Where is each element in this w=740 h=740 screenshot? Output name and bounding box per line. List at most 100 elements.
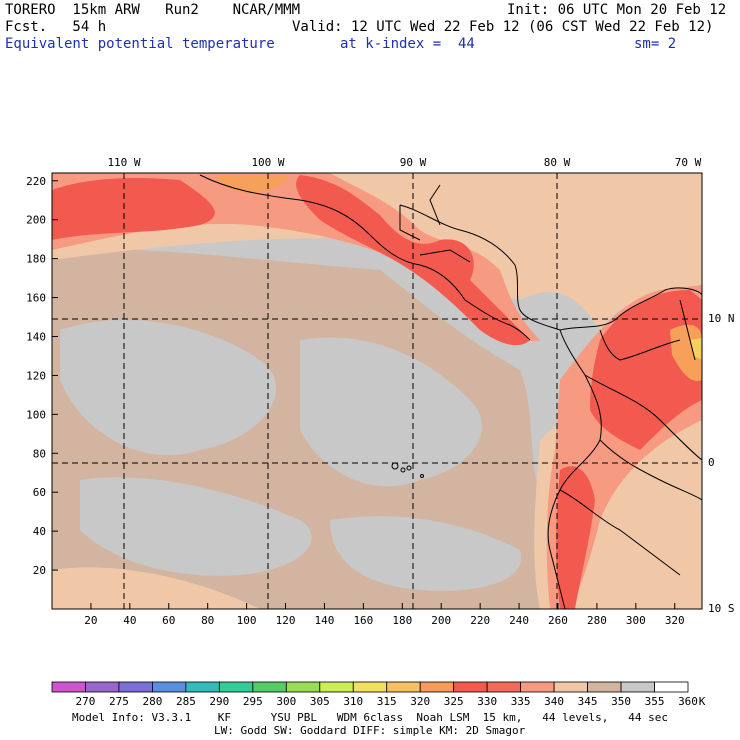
colorbar-label: 305	[310, 695, 330, 708]
x-tick-label: 20	[84, 614, 97, 627]
x-tick-label: 280	[587, 614, 607, 627]
field-name: Equivalent potential temperature	[5, 36, 275, 52]
latitude-labels: 10 N 0 10 S	[708, 312, 735, 615]
longitude-label: 90 W	[400, 156, 427, 169]
latitude-label: 0	[708, 456, 715, 469]
colorbar-label: 360	[678, 695, 698, 708]
colorbar-swatch	[453, 681, 488, 693]
colorbar-label: 345	[578, 695, 598, 708]
colorbar-label: 275	[109, 695, 129, 708]
colorbar-swatch	[51, 681, 86, 693]
y-tick-label: 40	[33, 525, 46, 538]
colorbar-unit: K	[699, 695, 706, 708]
y-tick-label: 160	[26, 292, 46, 305]
coastline-south-america	[559, 287, 702, 331]
y-tick-label: 120	[26, 369, 46, 382]
colorbar-label: 350	[611, 695, 631, 708]
longitude-label: 110 W	[107, 156, 140, 169]
x-tick-label: 100	[237, 614, 257, 627]
colorbar-label: 310	[343, 695, 363, 708]
init-time: Init: 06 UTC Mon 20 Feb 12	[507, 2, 727, 18]
field-region-red	[556, 466, 595, 609]
colorbar-label: 295	[243, 695, 263, 708]
x-tick-label: 200	[431, 614, 451, 627]
y-tick-label: 80	[33, 447, 46, 460]
colorbar-swatch	[118, 681, 153, 693]
border-line	[429, 184, 441, 226]
x-tick-label: 80	[201, 614, 214, 627]
y-tick-label: 200	[26, 214, 46, 227]
field-region-orange	[670, 324, 702, 381]
model-info-line1: Model Info: V3.3.1 KF YSU PBL WDM 6class…	[72, 711, 669, 724]
field-region-red	[52, 178, 215, 240]
colorbar-swatch	[352, 681, 388, 693]
colorbar-swatch	[419, 681, 455, 693]
y-tick-label: 220	[26, 175, 46, 188]
longitude-labels: 110 W 100 W 90 W 80 W 70 W	[107, 156, 701, 169]
coastline-central-america	[199, 174, 531, 341]
colorbar-label: 320	[410, 695, 430, 708]
y-tick-label: 180	[26, 253, 46, 266]
x-tick-label: 60	[162, 614, 175, 627]
colorbar-swatch	[319, 681, 354, 693]
model-info-line2: LW: Godd SW: Goddard DIFF: simple KM: 2D…	[214, 724, 526, 737]
field-region-red	[296, 175, 530, 346]
x-tick-label: 160	[353, 614, 373, 627]
x-tick-label: 260	[548, 614, 568, 627]
coastline-pacific-sa	[547, 329, 602, 609]
colorbar-label: 300	[276, 695, 296, 708]
latitude-label: 10 N	[708, 312, 735, 325]
valid-time: Valid: 12 UTC Wed 22 Feb 12 (06 CST Wed …	[292, 19, 714, 35]
level-label: at k-index = 44	[340, 36, 475, 52]
galapagos-island	[400, 467, 406, 473]
field-region-gray	[80, 477, 312, 576]
colorbar-swatch	[218, 681, 254, 693]
colorbar-label: 315	[377, 695, 397, 708]
colorbar-label: 285	[176, 695, 196, 708]
smoothing-label: sm= 2	[634, 36, 677, 52]
plot-frame	[51, 172, 703, 610]
longitude-label: 70 W	[675, 156, 702, 169]
colorbar-swatch	[185, 681, 220, 693]
colorbar-label: 325	[444, 695, 464, 708]
coastline-caribbean	[399, 204, 561, 331]
border-line	[559, 489, 681, 576]
border-line	[599, 329, 681, 361]
colorbar-swatch	[252, 681, 287, 693]
field-region-gray	[300, 337, 482, 487]
galapagos-island	[406, 465, 412, 471]
x-tick-label: 320	[665, 614, 685, 627]
colorbar-swatch	[553, 681, 588, 693]
colorbar-swatch	[386, 681, 421, 693]
x-tick-label: 140	[315, 614, 335, 627]
x-tick-label: 240	[509, 614, 529, 627]
colorbar-label: 335	[511, 695, 531, 708]
colorbar-swatch	[520, 681, 555, 693]
field-region-gray	[60, 320, 277, 456]
x-tick-label: 180	[392, 614, 412, 627]
colorbar-swatch	[85, 681, 120, 693]
colorbar-swatch	[152, 681, 187, 693]
colorbar-label: 270	[76, 695, 96, 708]
y-tick-label: 20	[33, 564, 46, 577]
longitude-label: 80 W	[544, 156, 571, 169]
x-tick-label: 220	[470, 614, 490, 627]
colorbar-label: 290	[209, 695, 229, 708]
x-tick-label: 120	[276, 614, 296, 627]
y-tick-label: 100	[26, 408, 46, 421]
colorbar-label: 340	[544, 695, 564, 708]
border-line	[679, 299, 696, 361]
colorbar: 270 275 280 285 290 295 300 305 310 315 320 325 330 3…	[51, 681, 706, 708]
y-tick-label: 140	[26, 331, 46, 344]
forecast-hour: Fcst. 54 h	[5, 19, 107, 35]
colorbar-swatch	[486, 681, 522, 693]
colorbar-swatch	[654, 681, 689, 693]
coastlines	[199, 174, 702, 609]
colorbar-label: 280	[142, 695, 162, 708]
map-field	[52, 173, 702, 609]
border-line	[599, 439, 702, 501]
field-region-yellow	[690, 338, 702, 360]
colorbar-swatch	[587, 681, 622, 693]
model-title: TORERO 15km ARW Run2 NCAR/MMM	[5, 2, 301, 18]
